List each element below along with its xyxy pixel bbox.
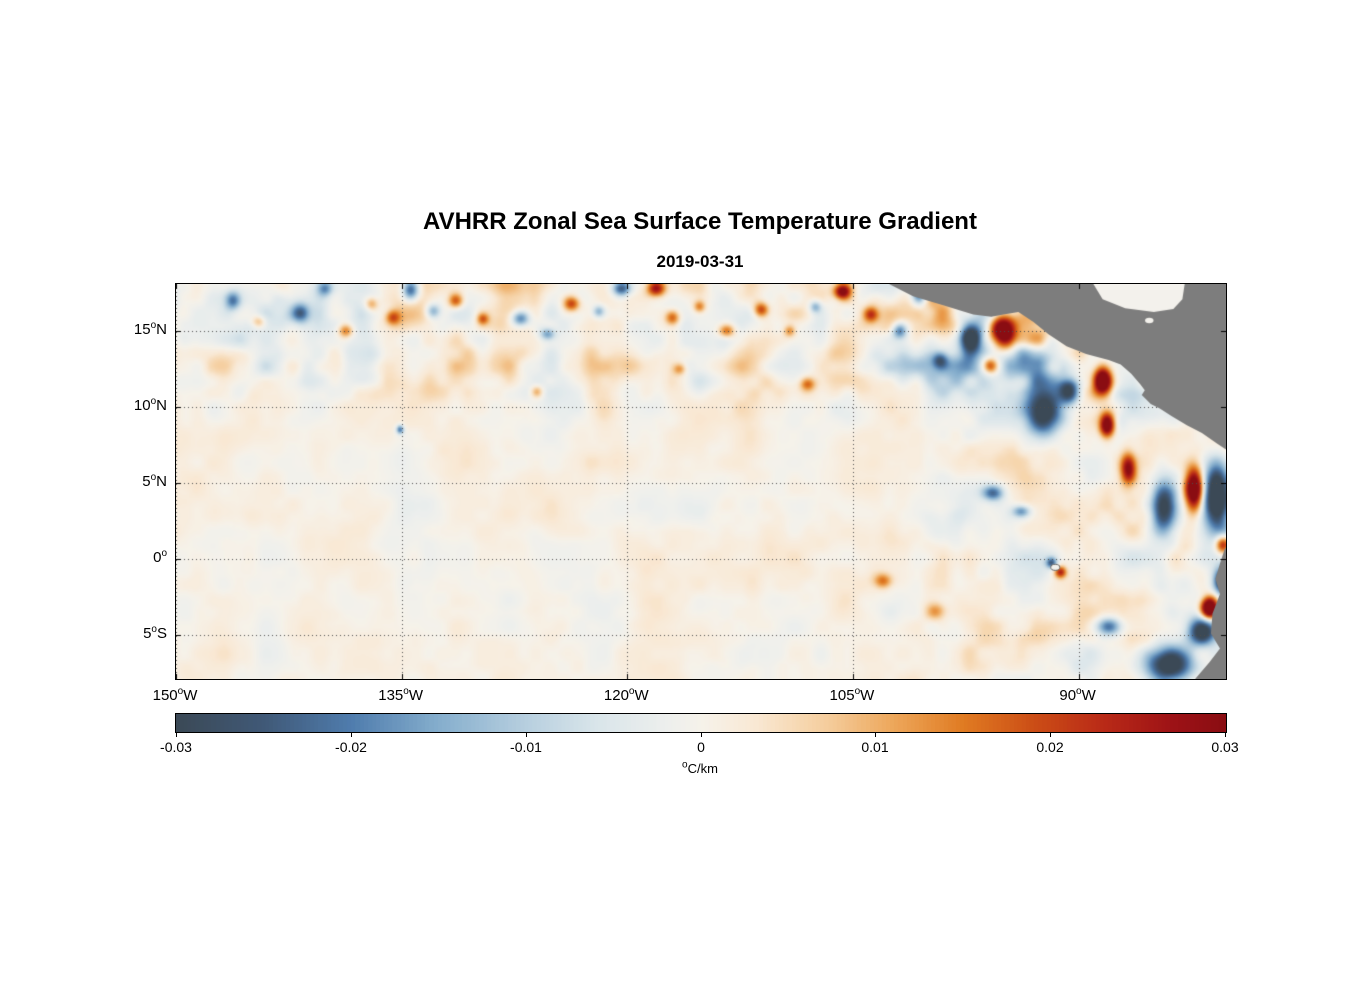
tick-number: 10 bbox=[133, 397, 151, 415]
tick-hemisphere: W bbox=[634, 687, 649, 704]
colorbar-tick-label: 0 bbox=[697, 739, 705, 755]
tick-hemisphere: W bbox=[183, 687, 198, 704]
y-tick-label: 15oN bbox=[85, 320, 167, 340]
tick-hemisphere: N bbox=[156, 473, 167, 491]
degree-symbol: o bbox=[150, 320, 157, 332]
y-tick-label: 10oN bbox=[85, 396, 167, 416]
degree-symbol: o bbox=[1076, 686, 1082, 697]
tick-number: 105 bbox=[829, 687, 855, 704]
colorbar bbox=[175, 713, 1227, 733]
units-text: C/km bbox=[687, 761, 718, 776]
x-tick-label: 135oW bbox=[356, 686, 446, 706]
colorbar-tick-label: -0.02 bbox=[335, 739, 367, 755]
colorbar-tick-label: 0.03 bbox=[1211, 739, 1239, 755]
tick-hemisphere: W bbox=[1081, 687, 1096, 704]
y-tick-label: 5oN bbox=[85, 472, 167, 492]
x-tick-label: 105oW bbox=[807, 686, 897, 706]
colorbar-tick bbox=[1225, 733, 1226, 737]
x-tick-label: 150oW bbox=[130, 686, 220, 706]
colorbar-tick bbox=[701, 733, 702, 737]
tick-number: 5 bbox=[142, 473, 151, 491]
tick-number: 5 bbox=[143, 624, 152, 642]
map-plot bbox=[175, 283, 1227, 680]
x-tick-label: 90oW bbox=[1033, 686, 1123, 706]
tick-number: 15 bbox=[133, 321, 151, 339]
tick-number: 150 bbox=[152, 687, 178, 704]
degree-symbol: o bbox=[177, 686, 184, 697]
date-subtitle: 2019-03-31 bbox=[656, 252, 744, 271]
degree-symbol: o bbox=[403, 686, 409, 697]
tick-number: 0 bbox=[153, 548, 162, 566]
degree-symbol: o bbox=[150, 472, 157, 484]
degree-symbol: o bbox=[151, 623, 157, 635]
y-tick-label: 0o bbox=[85, 548, 167, 568]
degree-symbol: o bbox=[150, 396, 157, 408]
tick-hemisphere: W bbox=[860, 687, 875, 704]
tick-number: 120 bbox=[603, 687, 629, 704]
tick-number: 90 bbox=[1059, 687, 1077, 704]
colorbar-tick bbox=[351, 733, 352, 737]
map-canvas bbox=[176, 284, 1226, 679]
degree-symbol: o bbox=[628, 686, 635, 697]
page-title: AVHRR Zonal Sea Surface Temperature Grad… bbox=[423, 208, 977, 235]
colorbar-units-label: oC/km bbox=[175, 759, 1225, 776]
colorbar-tick-label: -0.03 bbox=[160, 739, 192, 755]
colorbar-tick-label: 0.02 bbox=[1036, 739, 1064, 755]
y-tick-label: 5oS bbox=[85, 624, 167, 644]
colorbar-tick bbox=[176, 733, 177, 737]
colorbar-canvas bbox=[176, 714, 1226, 732]
tick-hemisphere: W bbox=[408, 687, 424, 704]
colorbar-tick-label: 0.01 bbox=[861, 739, 889, 755]
tick-hemisphere: N bbox=[156, 321, 167, 339]
colorbar-tick bbox=[526, 733, 527, 737]
degree-symbol: o bbox=[161, 547, 167, 559]
x-tick-label: 120oW bbox=[581, 686, 671, 706]
degree-symbol: o bbox=[682, 759, 688, 771]
colorbar-tick bbox=[1050, 733, 1051, 737]
tick-hemisphere: N bbox=[156, 397, 167, 415]
tick-number: 135 bbox=[378, 687, 404, 704]
tick-hemisphere: S bbox=[156, 624, 167, 642]
colorbar-tick bbox=[875, 733, 876, 737]
degree-symbol: o bbox=[854, 686, 861, 697]
colorbar-tick-label: -0.01 bbox=[510, 739, 542, 755]
